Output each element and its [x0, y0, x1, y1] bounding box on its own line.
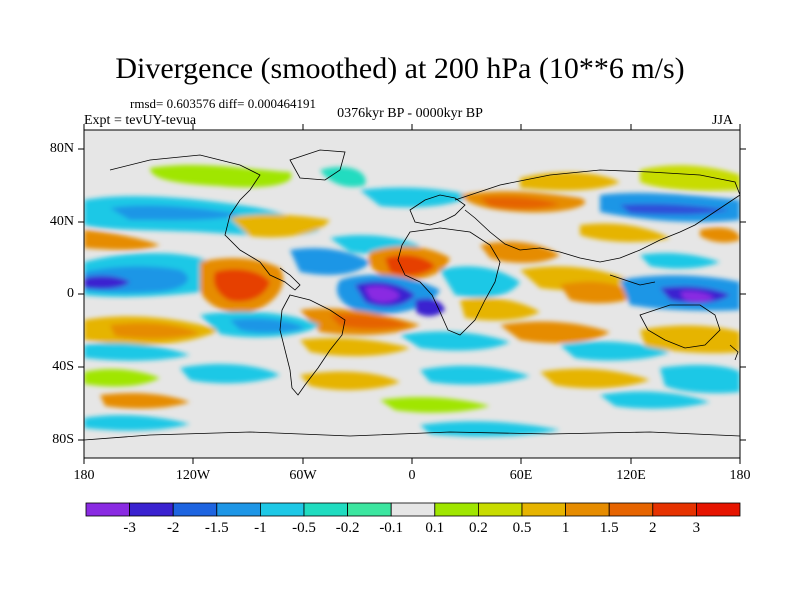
colorbar-swatch — [390, 502, 436, 517]
experiment-label: Expt = tevUY-tevua — [84, 113, 197, 128]
colorbar-swatch — [477, 502, 523, 517]
lon-tick-label: 180 — [73, 468, 95, 483]
lat-tick-label: 0 — [67, 286, 74, 301]
lon-tick-label: 120W — [175, 468, 211, 483]
period-label: 0376kyr BP - 0000kyr BP — [337, 106, 483, 121]
chart-title: Divergence (smoothed) at 200 hPa (10**6 … — [115, 52, 685, 85]
colorbar-label: -1 — [254, 520, 267, 536]
colorbar-label: -0.1 — [379, 520, 404, 536]
lon-tick-label: 60E — [509, 468, 533, 483]
lon-tick-label: 180 — [729, 468, 751, 483]
colorbar-label: 1 — [561, 520, 570, 536]
divergence-field — [84, 164, 740, 437]
lat-tick-label: 40N — [49, 214, 74, 229]
lat-tick-label: 40S — [52, 359, 74, 374]
lon-tick-label: 60W — [289, 468, 317, 483]
colorbar-swatch — [521, 502, 566, 517]
lon-tick-label: 0 — [408, 468, 416, 483]
colorbar-label: 1.5 — [599, 520, 619, 536]
colorbar-swatch — [434, 502, 479, 517]
colorbar-swatch — [129, 502, 174, 517]
colorbar-label: -3 — [123, 520, 136, 536]
stats-text: rmsd= 0.603576 diff= 0.000464191 — [130, 96, 316, 111]
coastlines — [84, 149, 740, 441]
axis-ticks — [78, 124, 746, 464]
colorbar-label: 0.2 — [469, 520, 488, 536]
season-label: JJA — [712, 113, 734, 128]
colorbar-label: 2 — [649, 520, 657, 536]
colorbar-label: 3 — [692, 520, 701, 536]
colorbar-swatch — [216, 502, 261, 517]
lat-tick-label: 80N — [49, 141, 74, 156]
colorbar-swatch — [652, 502, 697, 517]
colorbar-label: 0.5 — [512, 520, 532, 536]
colorbar-swatch — [85, 502, 130, 517]
colorbar-label: -0.2 — [335, 520, 360, 536]
colorbar-swatch — [608, 502, 654, 517]
colorbar-swatch — [259, 502, 305, 517]
colorbar-label: -0.5 — [292, 520, 316, 536]
colorbar-swatch — [696, 502, 741, 517]
colorbar-swatch — [303, 502, 348, 517]
lat-tick-label: 80S — [52, 432, 74, 447]
colorbar-label: -1.5 — [204, 520, 229, 536]
colorbar-label: 0.1 — [425, 520, 445, 536]
colorbar-swatch — [565, 502, 610, 517]
colorbar-swatch — [172, 502, 218, 517]
lon-tick-label: 120E — [616, 468, 646, 483]
colorbar-label: -2 — [166, 520, 180, 536]
colorbar — [85, 502, 741, 517]
colorbar-swatch — [347, 502, 392, 517]
